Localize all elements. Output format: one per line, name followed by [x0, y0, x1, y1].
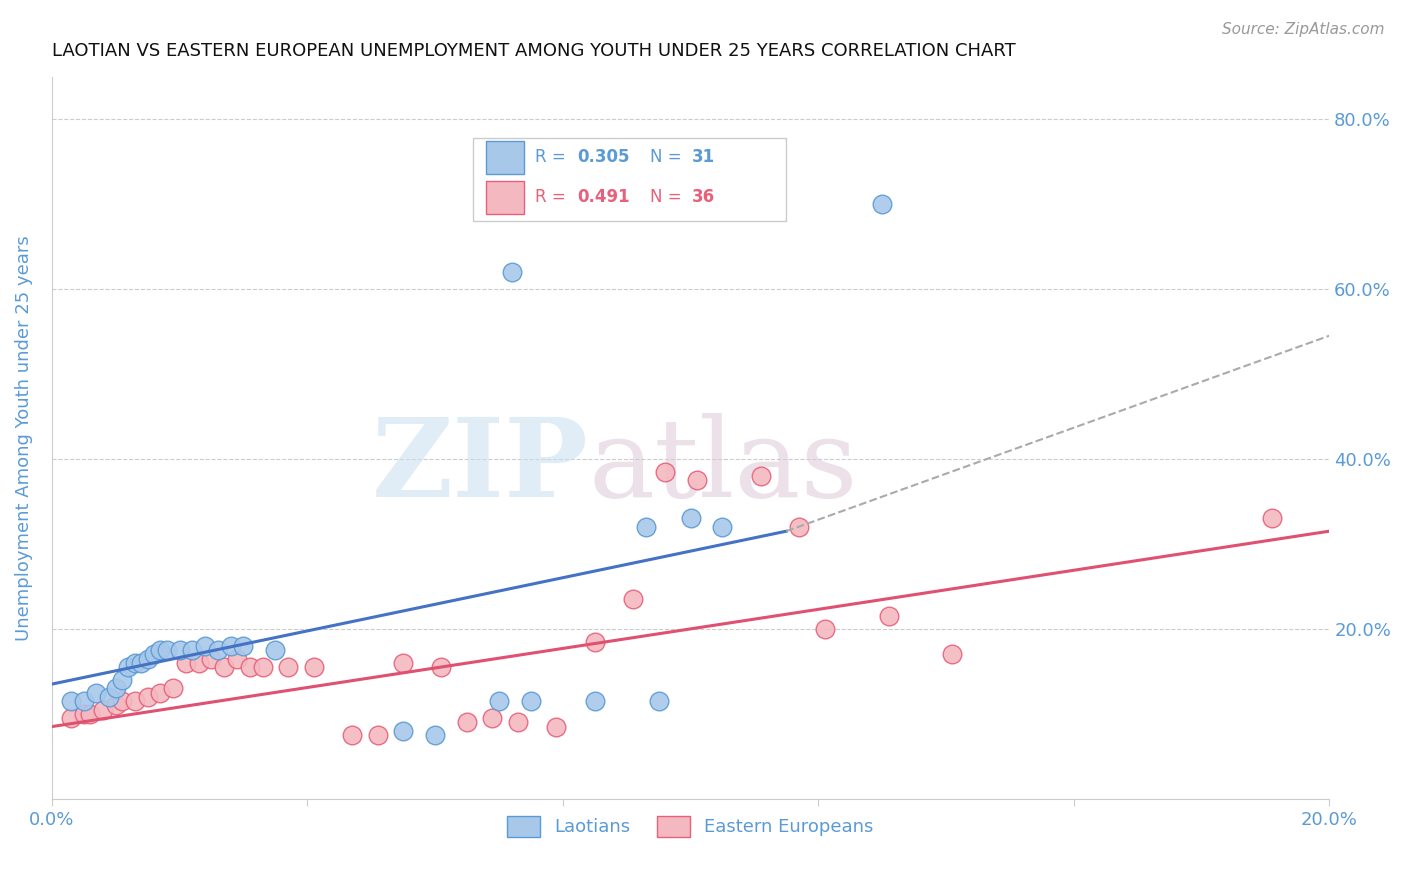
Point: [546, 720, 568, 734]
Point: [647, 694, 669, 708]
Point: [392, 656, 415, 670]
Point: [162, 681, 184, 696]
Point: [149, 685, 172, 699]
Point: [232, 639, 254, 653]
Point: [583, 634, 606, 648]
Point: [169, 643, 191, 657]
Point: [583, 694, 606, 708]
Point: [124, 656, 146, 670]
Point: [117, 660, 139, 674]
Point: [654, 465, 676, 479]
Point: [787, 520, 810, 534]
Y-axis label: Unemployment Among Youth under 25 years: Unemployment Among Youth under 25 years: [15, 235, 32, 640]
Point: [634, 520, 657, 534]
Point: [1261, 511, 1284, 525]
Text: N =: N =: [650, 148, 686, 166]
Point: [136, 690, 159, 704]
Text: atlas: atlas: [588, 413, 858, 520]
Point: [104, 681, 127, 696]
Point: [98, 690, 121, 704]
Point: [423, 728, 446, 742]
Point: [73, 706, 96, 721]
Point: [488, 694, 510, 708]
Point: [86, 685, 108, 699]
FancyBboxPatch shape: [486, 181, 524, 213]
Point: [59, 711, 82, 725]
Point: [520, 694, 543, 708]
Point: [302, 660, 325, 674]
Text: R =: R =: [534, 148, 571, 166]
Point: [111, 673, 134, 687]
Point: [212, 660, 235, 674]
Point: [136, 651, 159, 665]
FancyBboxPatch shape: [474, 138, 786, 221]
Point: [129, 656, 152, 670]
Point: [59, 694, 82, 708]
Point: [621, 592, 644, 607]
Point: [156, 643, 179, 657]
Point: [73, 694, 96, 708]
Point: [181, 643, 204, 657]
Point: [219, 639, 242, 653]
Point: [481, 711, 503, 725]
Point: [506, 715, 529, 730]
Point: [142, 648, 165, 662]
Point: [111, 694, 134, 708]
Text: 0.305: 0.305: [576, 148, 630, 166]
Point: [149, 643, 172, 657]
Point: [200, 651, 222, 665]
Point: [814, 622, 837, 636]
Point: [91, 703, 114, 717]
Point: [264, 643, 287, 657]
Point: [430, 660, 453, 674]
Point: [79, 706, 101, 721]
Point: [870, 197, 893, 211]
Point: [367, 728, 389, 742]
Point: [194, 639, 217, 653]
Point: [207, 643, 229, 657]
Text: R =: R =: [534, 188, 571, 206]
Point: [226, 651, 249, 665]
Point: [104, 698, 127, 713]
Point: [686, 473, 709, 487]
Point: [277, 660, 299, 674]
Text: ZIP: ZIP: [371, 413, 588, 520]
Text: 0.491: 0.491: [576, 188, 630, 206]
Text: 31: 31: [692, 148, 714, 166]
Point: [340, 728, 363, 742]
Point: [187, 656, 209, 670]
Point: [239, 660, 262, 674]
Point: [941, 648, 963, 662]
Point: [124, 694, 146, 708]
Legend: Laotians, Eastern Europeans: Laotians, Eastern Europeans: [501, 809, 882, 844]
Point: [501, 265, 523, 279]
Text: Source: ZipAtlas.com: Source: ZipAtlas.com: [1222, 22, 1385, 37]
Point: [174, 656, 197, 670]
Point: [679, 511, 702, 525]
Text: 36: 36: [692, 188, 714, 206]
Point: [252, 660, 274, 674]
Point: [456, 715, 478, 730]
Point: [711, 520, 734, 534]
Text: LAOTIAN VS EASTERN EUROPEAN UNEMPLOYMENT AMONG YOUTH UNDER 25 YEARS CORRELATION : LAOTIAN VS EASTERN EUROPEAN UNEMPLOYMENT…: [52, 42, 1015, 60]
Point: [392, 723, 415, 738]
Point: [749, 469, 772, 483]
Text: N =: N =: [650, 188, 686, 206]
Point: [877, 609, 900, 624]
FancyBboxPatch shape: [486, 141, 524, 174]
